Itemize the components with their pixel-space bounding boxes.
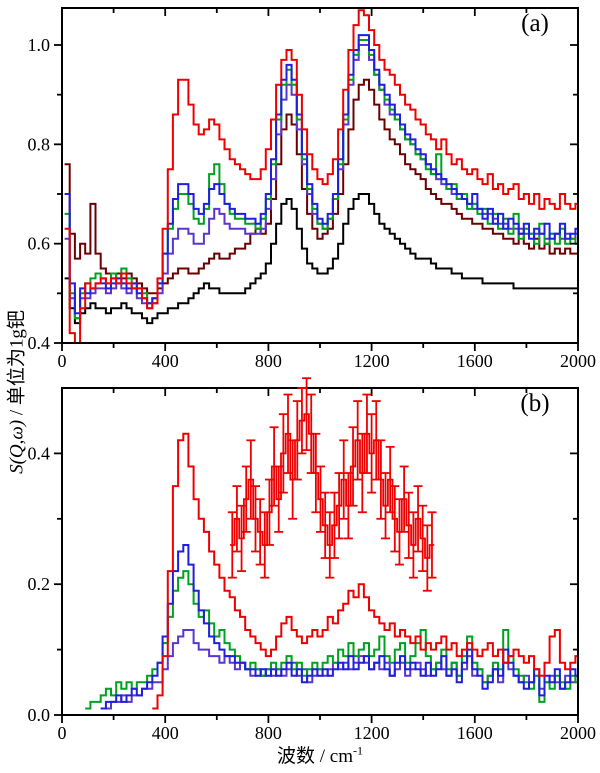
panel-b-label: (b) xyxy=(520,390,550,417)
y-axis-title: S(Q,ω) / 单位为1g钯 xyxy=(2,310,29,474)
panel-b-x-tick-label: 0 xyxy=(58,723,67,743)
panel-a-tick-labels: 0 400 800 1200 1600 2000 0.4 0.6 0.8 1.0 xyxy=(28,35,597,371)
panel-b-y-tick-label: 0.2 xyxy=(28,574,51,594)
x-axis-title: 波数 / cm-1 xyxy=(0,741,600,768)
panel-a-series-black xyxy=(64,193,578,325)
panel-a-y-tick-label: 0.8 xyxy=(28,134,51,154)
x-axis-title-exponent: -1 xyxy=(353,743,363,758)
panel-b-x-tick-label: 1600 xyxy=(457,723,493,743)
panel-b-y-tick-label: 0.4 xyxy=(28,443,51,463)
panel-b-x-tick-label: 1200 xyxy=(354,723,390,743)
panel-b-series-violet xyxy=(100,629,578,710)
panel-b-error-step-line xyxy=(230,413,435,559)
panel-b-red-error-points xyxy=(227,377,437,592)
panel-a-x-tick-label: 1200 xyxy=(354,351,390,371)
panel-a-x-tick-label: 0 xyxy=(58,351,67,371)
y-axis-title-units: / 单位为1g钯 xyxy=(6,310,28,420)
panel-a-y-tick-label: 0.4 xyxy=(28,333,51,353)
panel-a-series-blue xyxy=(64,34,578,315)
panel-a-series-violet xyxy=(64,44,578,320)
panel-b-series xyxy=(85,432,578,710)
panel-b-frame xyxy=(61,387,579,716)
panel-b-x-tick-label: 800 xyxy=(255,723,282,743)
panel-a-series xyxy=(64,9,578,343)
panel-a-x-tick-label: 800 xyxy=(255,351,282,371)
panel-a-x-tick-label: 2000 xyxy=(560,351,596,371)
panel-b-series-green xyxy=(85,570,578,710)
panel-a-x-tick-label: 400 xyxy=(152,351,179,371)
x-axis-title-base: 波数 / cm xyxy=(277,746,353,767)
panel-a-y-tick-label: 1.0 xyxy=(28,35,51,55)
panel-b-tick-labels: 0 400 800 1200 1600 2000 0.0 0.2 0.4 xyxy=(28,443,597,743)
panel-a-x-tick-label: 1600 xyxy=(457,351,493,371)
panel-b-series-blue xyxy=(100,544,578,710)
panel-b-series-red xyxy=(152,432,578,710)
panel-a-label: (a) xyxy=(521,10,549,37)
panel-b-x-tick-label: 2000 xyxy=(560,723,596,743)
panel-a-axis-ticks xyxy=(54,8,579,351)
panel-b-y-tick-label: 0.0 xyxy=(28,705,51,725)
panel-a-y-tick-label: 0.6 xyxy=(28,234,51,254)
panel-a-series-red xyxy=(64,9,578,343)
panel-b-axis-ticks xyxy=(54,388,579,723)
y-axis-title-symbol: S(Q,ω) xyxy=(6,419,28,474)
panel-a-series-wine xyxy=(64,78,578,295)
panel-b-x-tick-label: 400 xyxy=(152,723,179,743)
